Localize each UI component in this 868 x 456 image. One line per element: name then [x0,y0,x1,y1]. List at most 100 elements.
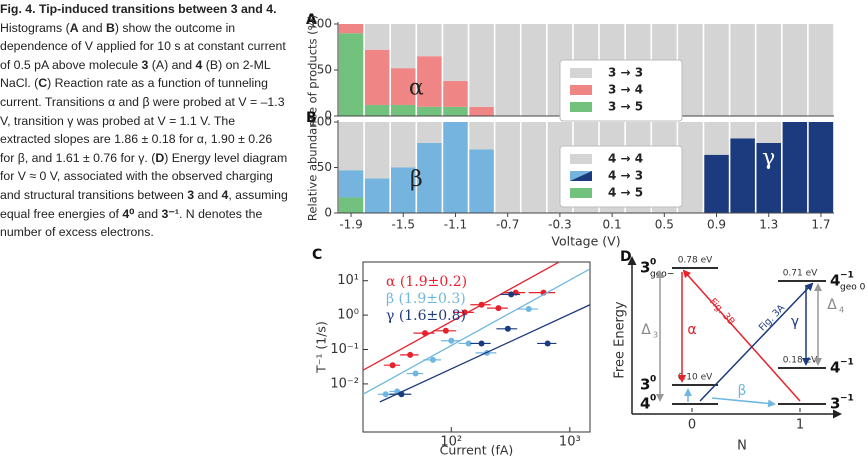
bar [364,49,390,105]
y-tick-label: 10⁰ [337,308,359,323]
bar [417,24,442,57]
arrow-label-sub: 4 [839,306,844,315]
level-energy: 0.18 eV [783,356,818,366]
point [478,340,485,347]
bar [469,149,494,213]
point [442,327,449,334]
annotation: α [409,75,424,100]
arrow-label: Fig. 3B [707,296,737,327]
bar [469,122,494,150]
panel-letter: A [306,12,317,28]
point [504,325,511,332]
point [544,340,551,347]
bar [704,24,729,116]
caption-text: 3 [187,187,195,202]
level-label: 3 [640,259,650,277]
x-axis-label: Voltage (V) [551,234,620,249]
bar [730,138,755,213]
arrow [699,282,814,402]
level-label: 4 [830,272,840,290]
caption-text: ) show the outcome in dependence of V ap… [0,20,286,72]
bar [495,122,520,213]
legend-swatch [570,171,592,181]
point [398,391,405,398]
caption-text: ) Reaction rate as a function of tunneli… [0,76,285,165]
point [461,309,468,316]
point [421,330,428,337]
caption-text: 4⁰ [122,206,135,221]
bar [391,24,416,69]
y-tick-label: 100 [309,115,332,129]
bar [391,167,416,213]
caption-text: B [105,20,115,35]
legend-label: 4 → 4 [608,152,643,166]
bar [756,142,781,213]
bar [417,142,442,213]
legend-label: 4 → 3 [608,169,643,183]
bar [469,24,494,107]
arrow-label: Δ [641,322,651,338]
y-tick-label: 10¹ [337,273,359,288]
caption-text: 3 [141,57,149,72]
arrow [711,397,776,408]
bar [730,122,755,139]
panel-letter: D [620,249,632,265]
caption-text: (B) on 2-ML NaCl. ( [0,57,271,91]
figure-caption: Fig. 4. Tip-induced transitions between … [0,0,288,242]
caption-text: A [69,20,79,35]
arrow-label: γ [791,314,799,330]
level-sup: 0 [650,375,656,385]
point [465,340,472,347]
legend-label: β (1.9±0.3) [386,291,466,307]
legend-label: 3 → 4 [608,83,643,97]
point [407,351,414,358]
level-label: 4 [830,359,840,377]
legend-label: 4 → 5 [608,186,643,200]
arrow-label: Δ [827,297,837,313]
y-tick-label: 50 [317,63,332,77]
bar [443,24,468,82]
level-sup: −1 [840,271,854,281]
y-tick-label: 50 [317,160,332,174]
bar [495,24,520,116]
level-sup: 0 [650,394,656,404]
bar [443,81,468,107]
x-tick-label: 1 [796,418,804,433]
y-tick-label: 10⁻¹ [330,342,359,357]
bar [443,122,468,213]
level-sub: geo 0 [840,283,866,293]
bar [521,122,547,213]
point [495,305,502,312]
level-label: 3 [830,395,840,413]
x-tick-label: -0.7 [496,218,519,232]
fit-line [363,268,590,395]
bar [338,33,364,117]
y-tick-label: 0 [324,109,332,123]
caption-text: and [78,20,106,35]
legend-label: γ (1.6±0.8) [386,308,466,324]
bar [756,24,781,116]
plot-area [363,262,590,403]
y-tick-label: 0 [324,206,332,220]
caption-text: , assuming equal free energies of [0,187,288,221]
bar [443,106,468,116]
bar [364,122,390,179]
annotation: β [410,167,423,192]
bar [338,197,364,213]
y-tick-label: 100 [309,17,332,31]
y-axis-label: T⁻¹ (1/s) [314,321,329,374]
legend-label: α (1.9±0.2) [386,274,467,290]
x-tick-label: -0.3 [548,218,571,232]
x-tick-label: 0.9 [707,218,726,232]
level-sup: 0 [650,258,656,268]
caption-text: Histograms ( [0,20,70,35]
level-energy: 0.71 eV [783,269,818,279]
x-tick-label: -1.5 [392,218,415,232]
bar [782,122,808,213]
bar [391,122,416,168]
bar [364,104,390,116]
legend-swatch [570,154,592,164]
bar [364,24,390,50]
legend-swatch [570,68,592,78]
